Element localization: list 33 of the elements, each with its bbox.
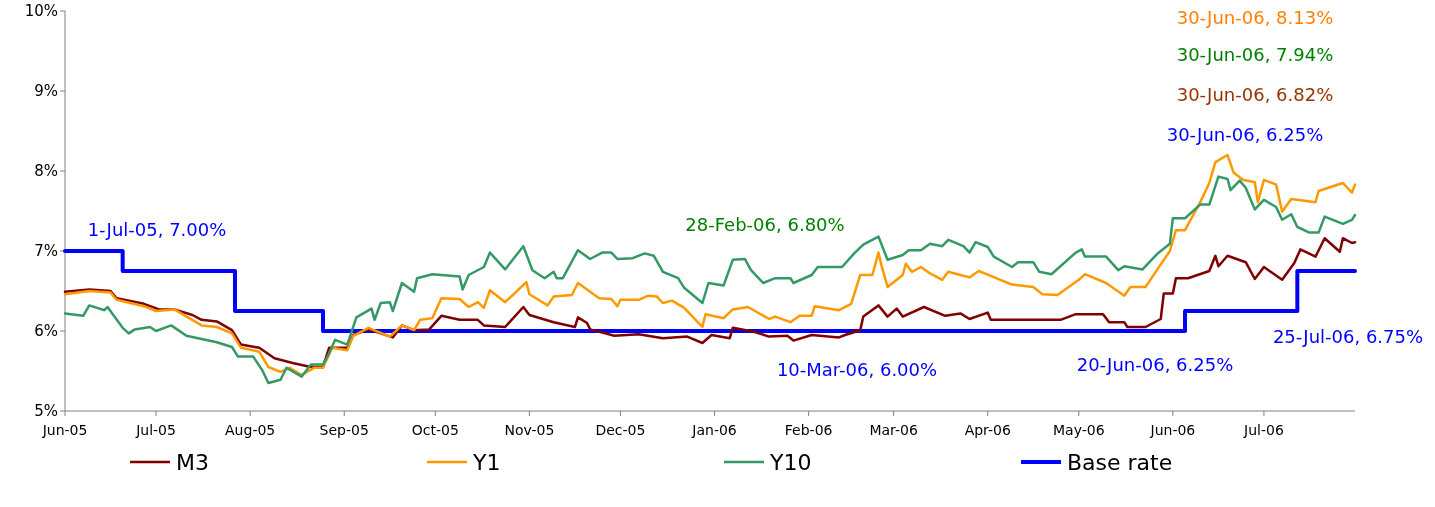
x-tick-label: Oct-05 [411,422,459,438]
x-tick-label: May-06 [1053,422,1105,438]
y-tick-label: 6% [34,322,58,341]
x-tick-label: Jul-06 [1243,422,1284,438]
x-tick-label: Sep-05 [319,422,369,438]
annotation: 25-Jul-06, 6.75% [1272,326,1424,348]
annotation: 20-Jun-06, 6.25% [1076,354,1234,376]
legend-label: Y1 [472,449,501,475]
x-tick-label: Mar-06 [869,422,918,438]
annotation: 30-Jun-06, 6.25% [1166,124,1324,146]
annotation: 10-Mar-06, 6.00% [776,359,938,381]
x-tick-label: Aug-05 [225,422,276,438]
y-tick-label: 10% [24,2,58,21]
annotation: 1-Jul-05, 7.00% [87,219,227,241]
y-tick-label: 7% [34,242,58,261]
x-tick-label: Dec-05 [595,422,646,438]
legend-label: M3 [176,449,209,475]
legend-label: Base rate [1067,449,1173,475]
annotation: 30-Jun-06, 6.82% [1176,84,1334,106]
x-tick-label: Jun-05 [41,422,88,438]
x-tick-label: Feb-06 [784,422,833,438]
x-tick-label: Jan-06 [691,422,737,438]
annotation: 30-Jun-06, 7.94% [1176,44,1334,66]
x-tick-label: Jun-06 [1149,422,1196,438]
x-tick-label: Jul-05 [135,422,176,438]
y-tick-label: 9% [34,82,58,101]
annotation: 28-Feb-06, 6.80% [685,214,845,236]
x-tick-label: Nov-05 [504,422,555,438]
y-tick-label: 8% [34,162,58,181]
y-tick-label: 5% [34,402,58,421]
legend-label: Y10 [769,449,812,475]
x-tick-label: Apr-06 [964,422,1011,438]
annotation: 30-Jun-06, 8.13% [1176,7,1334,29]
